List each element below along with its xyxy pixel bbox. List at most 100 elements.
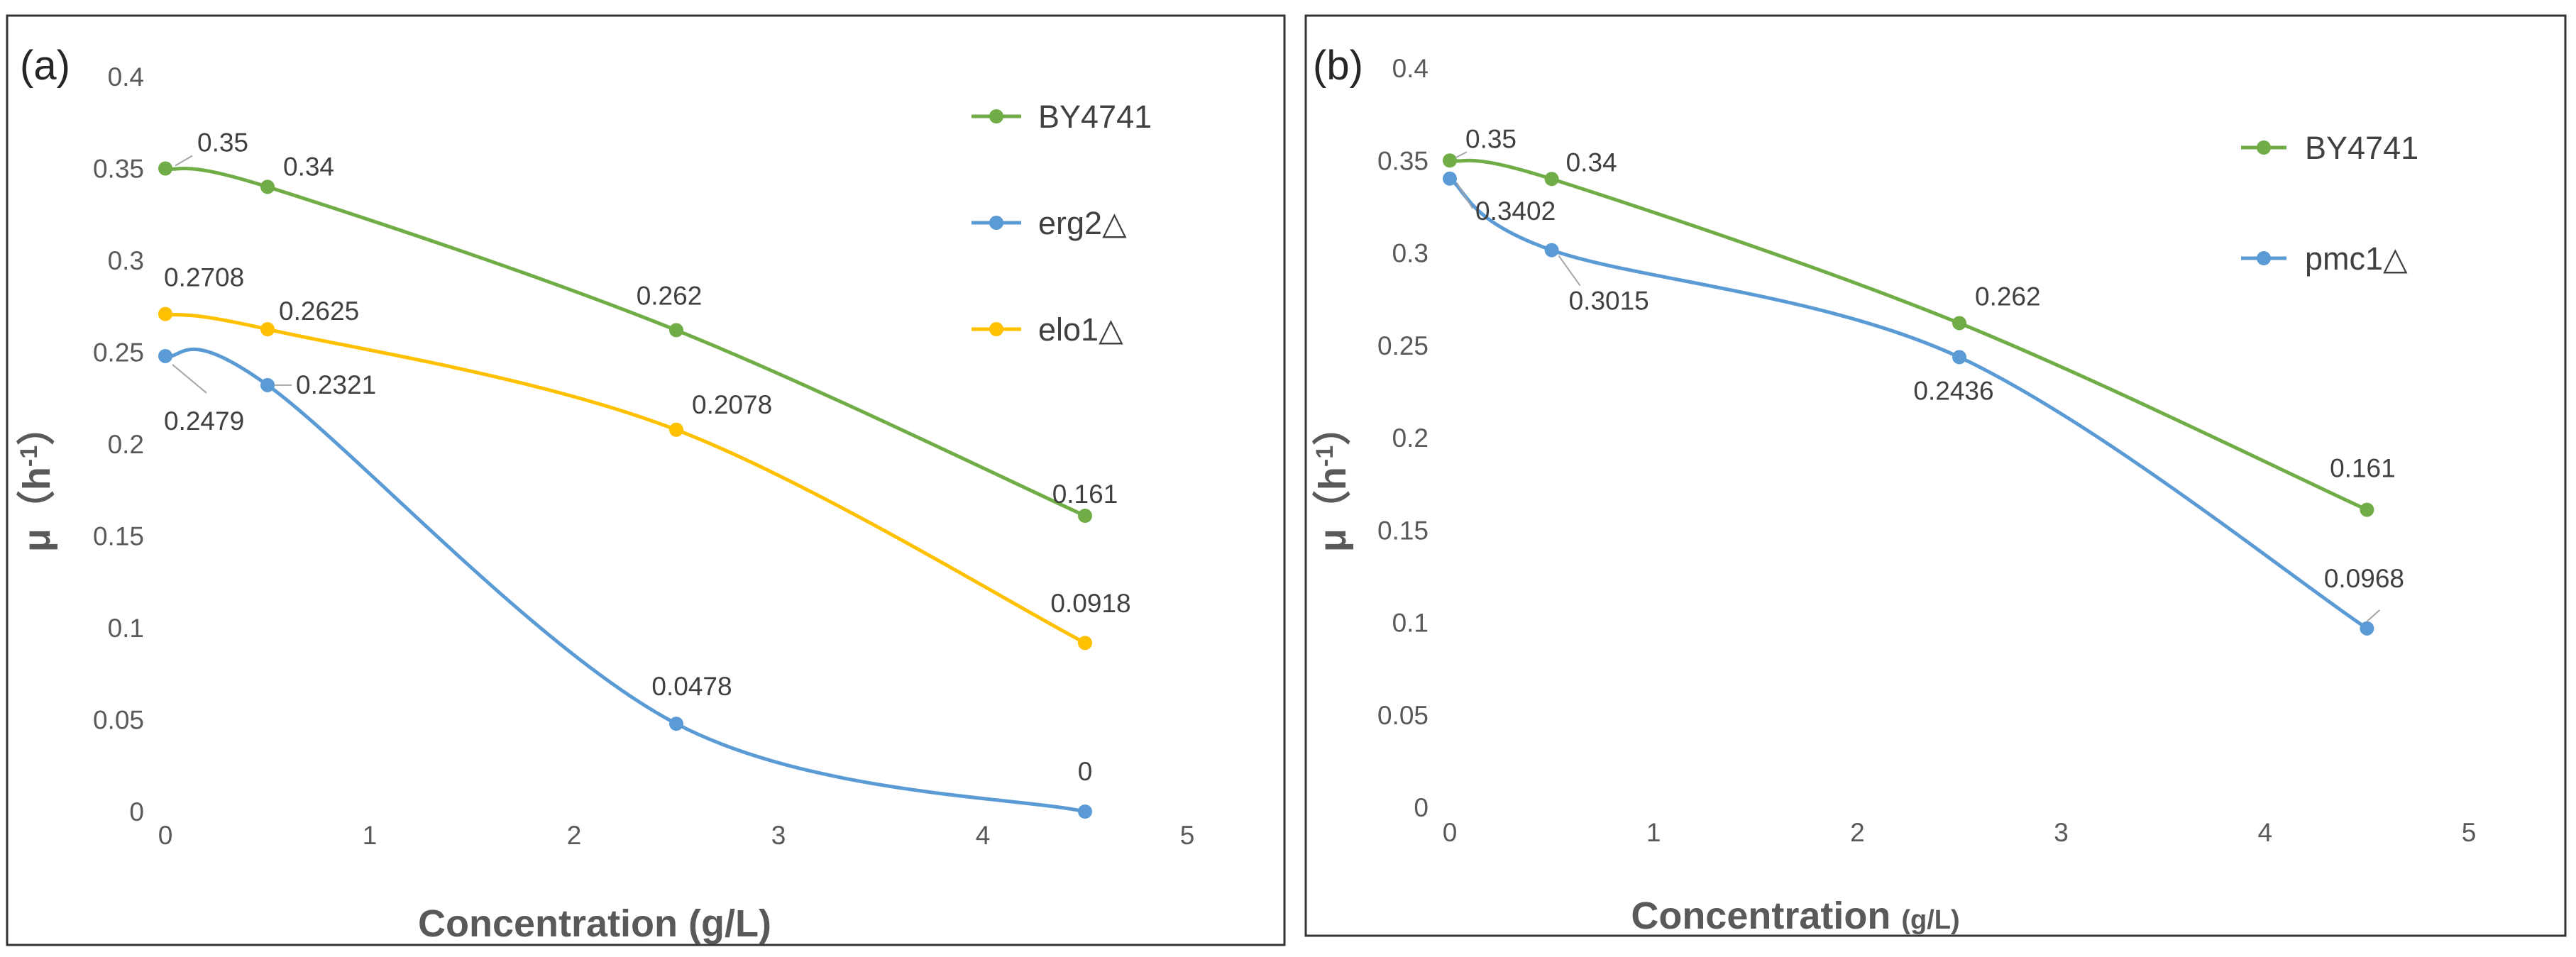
data-point-b-1 bbox=[1443, 171, 1457, 186]
data-label-b-0: 0.35 bbox=[1465, 124, 1517, 153]
data-point-b-0 bbox=[1544, 172, 1559, 187]
x-axis-title-a: Concentration (g/L) bbox=[418, 902, 771, 945]
x-tick-label-a: 3 bbox=[771, 821, 786, 850]
y-tick-label-b: 0.3 bbox=[1392, 239, 1429, 268]
chart-a-svg: (a) Concentration (g/L) μ（h-1） 0 1 2 3 4 5 0 0.… bbox=[6, 14, 1286, 946]
panel-label-b: (b) bbox=[1313, 43, 1363, 89]
data-label-b-1: 0.3402 bbox=[1475, 197, 1556, 226]
data-label-a-1: 0.0478 bbox=[651, 672, 732, 701]
x-tick-label-b: 2 bbox=[1850, 818, 1865, 847]
y-tick-label-b: 0.1 bbox=[1392, 609, 1429, 638]
y-tick-label-a: 0.3 bbox=[108, 246, 144, 275]
x-tick-label-b: 1 bbox=[1646, 818, 1661, 847]
x-tick-label-a: 2 bbox=[567, 821, 582, 850]
y-tick-label-a: 0.05 bbox=[93, 706, 144, 735]
data-label-leader-a-1 bbox=[172, 364, 207, 394]
data-point-a-1 bbox=[1078, 804, 1092, 819]
data-label-a-0: 0.161 bbox=[1052, 480, 1118, 509]
data-label-a-2: 0.2078 bbox=[692, 390, 772, 419]
data-label-b-0: 0.161 bbox=[2330, 454, 2396, 483]
x-tick-label-a: 5 bbox=[1180, 821, 1195, 850]
series-line-b-1 bbox=[1448, 177, 2368, 630]
x-tick-label-b: 3 bbox=[2054, 818, 2069, 847]
data-point-a-1 bbox=[260, 377, 275, 392]
y-axis-title-a-sup: -1 bbox=[16, 446, 43, 467]
y-tick-label-b: 0.25 bbox=[1377, 331, 1429, 360]
data-label-b-0: 0.262 bbox=[1975, 282, 2041, 311]
legend-swatch-marker-a-0 bbox=[989, 109, 1003, 123]
data-label-a-2: 0.2708 bbox=[164, 263, 244, 292]
data-point-b-1 bbox=[2360, 621, 2374, 636]
chart-panel-b: (b) Concentration (g/L) μ（h-1） 0 1 2 3 4 5 0 0.… bbox=[1299, 0, 2576, 957]
y-tick-label-b: 0.05 bbox=[1377, 701, 1429, 730]
x-tick-label-a: 0 bbox=[158, 821, 173, 850]
data-label-b-1: 0.2436 bbox=[1913, 376, 1993, 405]
data-point-a-0 bbox=[158, 161, 172, 176]
y-axis-title-b-close: ） bbox=[1311, 407, 1354, 446]
data-point-a-1 bbox=[158, 348, 172, 363]
series-line-a-2 bbox=[165, 312, 1086, 645]
y-axis-title-b: μ（h-1） bbox=[1311, 407, 1354, 552]
data-point-a-0 bbox=[669, 323, 683, 338]
legend-swatch-marker-b-1 bbox=[2257, 251, 2271, 265]
legend-label-a-0: BY4741 bbox=[1038, 99, 1152, 135]
y-tick-label-b: 0.2 bbox=[1392, 424, 1429, 453]
data-point-b-0 bbox=[1952, 316, 1966, 331]
data-label-a-2: 0.0918 bbox=[1050, 589, 1130, 618]
y-tick-label-a: 0.1 bbox=[108, 614, 144, 643]
y-axis-title-a-main: μ（h bbox=[16, 467, 58, 552]
data-point-a-1 bbox=[669, 717, 683, 731]
data-point-b-1 bbox=[1544, 243, 1559, 258]
data-point-a-2 bbox=[158, 306, 172, 321]
x-tick-label-a: 1 bbox=[363, 821, 378, 850]
data-label-leader-b-0 bbox=[1455, 151, 1468, 159]
data-label-a-0: 0.262 bbox=[637, 281, 703, 310]
y-tick-label-b: 0.35 bbox=[1377, 146, 1429, 175]
data-label-leader-a-0 bbox=[175, 155, 193, 167]
x-tick-label-b: 4 bbox=[2258, 818, 2273, 847]
chart-a-frame bbox=[6, 14, 1286, 946]
y-tick-label-a: 0.4 bbox=[108, 62, 144, 92]
data-label-a-0: 0.35 bbox=[197, 128, 248, 157]
data-label-a-0: 0.34 bbox=[283, 152, 334, 181]
y-tick-label-b: 0.15 bbox=[1377, 516, 1429, 545]
data-label-b-0: 0.34 bbox=[1566, 148, 1617, 177]
y-tick-label-a: 0.15 bbox=[93, 522, 144, 551]
x-axis-title-b-main: Concentration bbox=[1631, 895, 1901, 937]
data-point-a-0 bbox=[1078, 509, 1092, 524]
data-label-b-1: 0.0968 bbox=[2324, 564, 2404, 593]
legend-swatch-marker-a-2 bbox=[989, 322, 1003, 336]
data-point-a-2 bbox=[1078, 636, 1092, 651]
y-tick-label-a: 0.2 bbox=[108, 430, 144, 459]
legend-label-a-2: elo1△ bbox=[1038, 311, 1123, 348]
y-tick-label-a: 0.35 bbox=[93, 155, 144, 184]
chart-b-svg: (b) Concentration (g/L) μ（h-1） 0 1 2 3 4 5 0 0.… bbox=[1304, 14, 2567, 937]
series-line-b-0 bbox=[1449, 158, 2368, 511]
data-point-b-0 bbox=[2360, 502, 2374, 517]
legend-label-a-1: erg2△ bbox=[1038, 205, 1127, 241]
data-label-leader-b-1 bbox=[1456, 182, 1473, 209]
series-line-a-0 bbox=[165, 167, 1086, 518]
y-tick-label-a: 0 bbox=[129, 797, 144, 826]
chart-b-marks: 0 1 2 3 4 5 0 0.05 0.1 0.15 0.2 0.25 0.3 0.35 0.4 0.35 0… bbox=[1377, 54, 2476, 847]
x-tick-label-b: 0 bbox=[1443, 818, 1458, 847]
y-tick-label-b: 0.4 bbox=[1392, 54, 1429, 83]
data-point-a-0 bbox=[260, 179, 275, 194]
chart-panel-a: (a) Concentration (g/L) μ（h-1） 0 1 2 3 4 5 0 0.… bbox=[6, 14, 1286, 946]
data-label-a-1: 0 bbox=[1078, 757, 1093, 786]
panel-label-a: (a) bbox=[20, 43, 70, 89]
data-label-a-2: 0.2625 bbox=[279, 297, 359, 326]
y-axis-title-b-sup: -1 bbox=[1311, 446, 1338, 467]
series-line-a-1 bbox=[165, 348, 1086, 814]
legend-swatch-marker-a-1 bbox=[989, 216, 1003, 230]
data-label-b-1: 0.3015 bbox=[1569, 287, 1649, 316]
y-axis-title-b-main: μ（h bbox=[1311, 467, 1354, 552]
x-axis-title-b-small: (g/L) bbox=[1901, 905, 1959, 935]
legend-label-b-1: pmc1△ bbox=[2305, 240, 2408, 277]
legend-label-b-0: BY4741 bbox=[2305, 130, 2418, 166]
data-label-leader-b-1 bbox=[2366, 609, 2381, 622]
data-point-b-1 bbox=[1952, 350, 1966, 365]
x-tick-label-a: 4 bbox=[976, 821, 991, 850]
y-tick-label-b: 0 bbox=[1414, 793, 1429, 822]
legend-swatch-marker-b-0 bbox=[2257, 140, 2271, 155]
